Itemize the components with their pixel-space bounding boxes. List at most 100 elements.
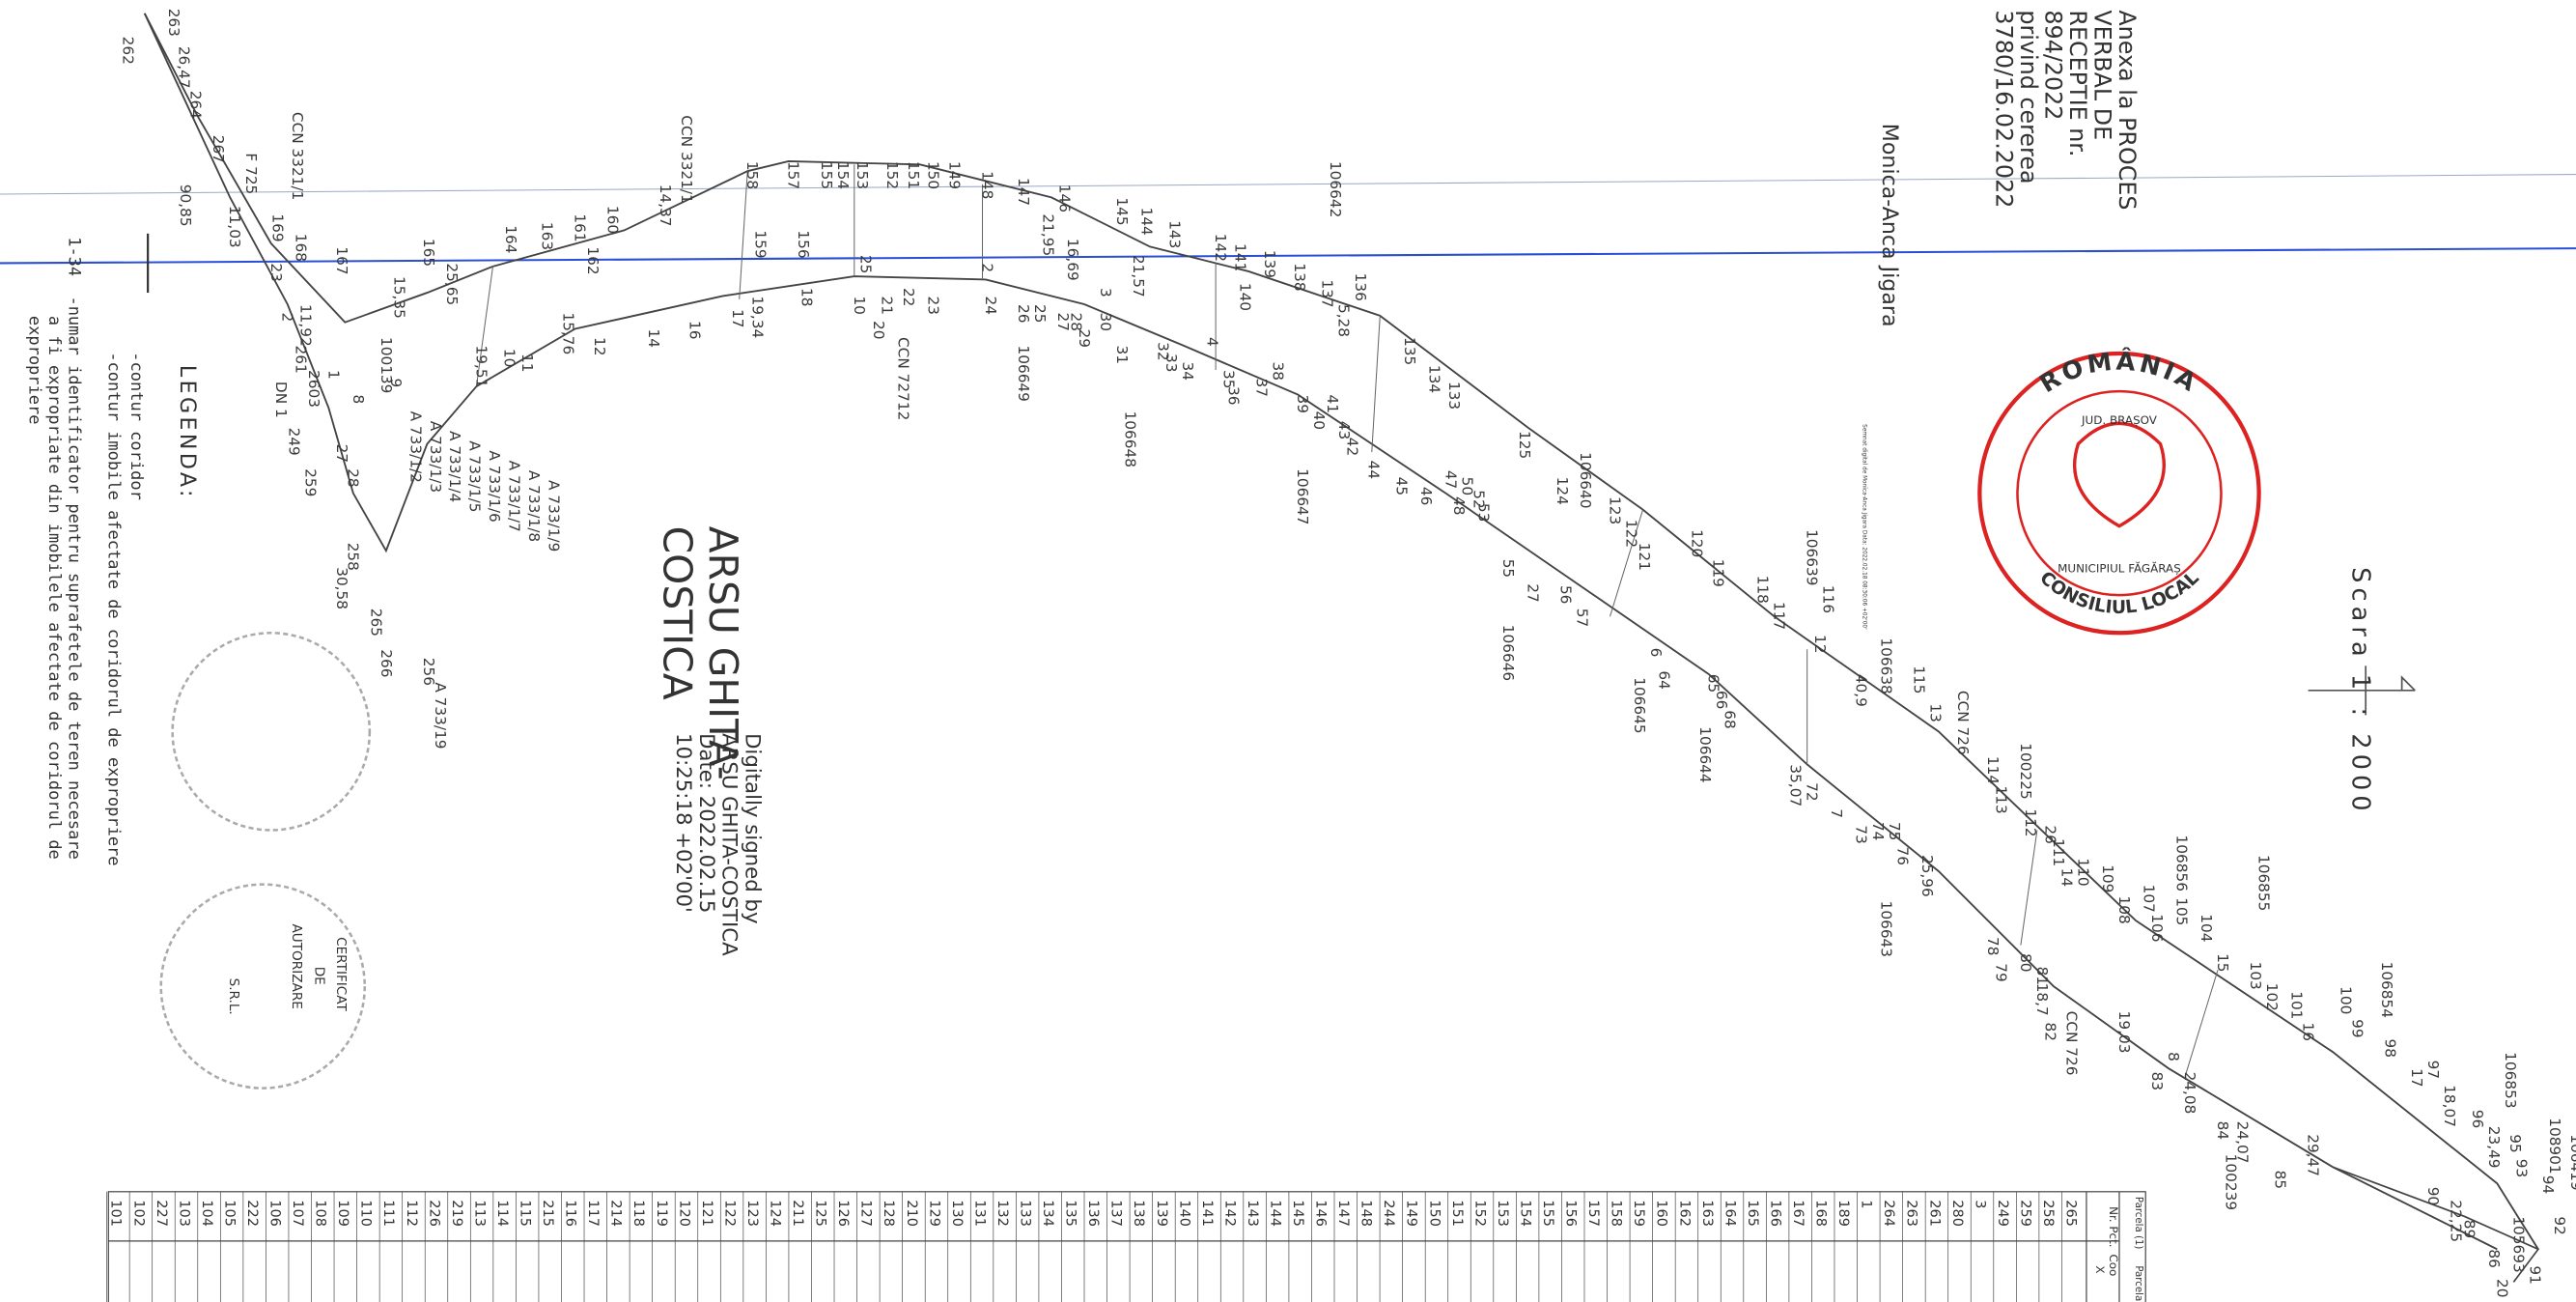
point-label: 262 [120,37,137,65]
point-label: 31 [1113,346,1131,364]
table-cell: 167 [1790,1200,1806,1227]
table-cell: 126 [835,1200,851,1227]
table-header: X [2093,1265,2107,1273]
point-label: 95 [2506,1134,2524,1152]
point-label: 264 [186,91,204,119]
point-label: 106853 [2502,1052,2519,1108]
point-label: 137 [1319,279,1336,307]
point-label: 15,76 [560,312,577,354]
point-label: 104 [2198,914,2215,942]
point-label: 111 [2050,838,2067,866]
table-cell: 144 [1267,1200,1282,1227]
point-label: 72 [1804,782,1821,801]
legend-item: -contur coridor [126,352,146,500]
table-cell: 244 [1381,1200,1396,1227]
point-label: 11 [518,354,536,372]
point-label: 11,03 [226,206,243,248]
table-cell: 130 [949,1200,965,1227]
point-label: 20 [2493,1279,2510,1297]
point-label: 30,58 [333,567,350,609]
scale: Scara 1 : 2000 [2346,567,2375,816]
point-label: 1 [324,370,342,380]
point-label: 65 [1705,674,1722,693]
point-label: 162 [584,246,602,274]
table-cell: 116 [563,1200,578,1227]
point-label: 36 [1225,386,1243,405]
point-label: 151 [905,161,922,189]
table-cell: 111 [380,1200,396,1227]
point-label: 89 [2460,1220,2478,1238]
point-label: 105 [2173,897,2191,925]
annex-line: Anexa la PROCES [2114,10,2141,210]
point-label: 73 [1853,825,1870,843]
annex-line: 3780/16.02.2022 [1990,10,2017,208]
annex-line: VERBAL DE [2088,10,2115,140]
corridor-upper [143,13,2539,1250]
point-label: 84 [2214,1121,2231,1140]
point-label: A 733/1/8 [525,470,543,542]
table-cell: 162 [1676,1200,1692,1227]
point-label: 168 [292,234,309,262]
point-label: 106640 [1577,452,1594,508]
table-cell: 148 [1358,1200,1374,1227]
signature-name: COSTICA [654,526,700,700]
point-label: CCN 3321/1 [289,112,306,200]
table-cell: 157 [1585,1200,1601,1227]
table-cell: 131 [971,1200,987,1227]
point-label: 106646 [1499,625,1517,681]
table-cell: 160 [1654,1200,1669,1227]
point-label: 46 [1417,487,1435,505]
table-cell: 227 [154,1200,169,1227]
point-label: 37 [1253,379,1271,397]
table-cell: 105 [221,1200,237,1227]
point-label: 24 [982,296,999,314]
table-cell: 137 [1108,1200,1124,1227]
point-label: 64 [1656,670,1673,689]
point-label: 28 [1067,312,1084,330]
point-label: 259 [301,468,319,496]
table-cell: 146 [1313,1200,1329,1227]
point-label: 267 [210,135,227,163]
point-label: 17 [2408,1068,2425,1087]
point-label: 6 [1647,648,1665,658]
table-cell: 123 [744,1200,760,1227]
point-label: 23 [924,296,941,314]
point-label: 261 [292,346,309,374]
table-cell: 214 [608,1200,624,1227]
table-cell: 150 [1426,1200,1442,1227]
point-label: 43 [1335,421,1353,439]
table-cell: 132 [994,1200,1010,1227]
point-label: 100139 [378,337,395,393]
point-label: 23 [267,263,285,281]
point-label: 80 [2017,953,2034,972]
stamp [159,883,367,1090]
signature-line: Digitally signed by [740,733,764,923]
point-label: 144 [1138,208,1156,236]
table-cell: 108 [313,1200,328,1227]
seal-left: JUD. BRAȘOV [2081,413,2158,427]
point-label: 153 [854,161,871,189]
point-label: 106647 [1294,468,1311,524]
point-label: 47 [1442,470,1459,489]
point-label: 106642 [1327,161,1344,217]
point-label: 134 [1425,365,1442,393]
point-label: 133 [1445,382,1463,410]
point-label: 123 [1607,496,1624,524]
point-label: 106854 [2378,962,2395,1018]
table-cell: 3 [1972,1200,1987,1208]
point-label: CCN 3321/1 [678,115,695,203]
table-cell: 128 [881,1200,896,1227]
point-label: 23,49 [2485,1126,2503,1169]
legend-item: -contur imobile afectate de coridorul de… [103,352,123,865]
point-label: 115 [1910,665,1927,693]
point-label: 18,7 [2033,983,2051,1016]
point-label: 74 [1869,822,1887,840]
point-label: 20 [870,321,887,339]
table-cell: 110 [358,1200,374,1227]
point-label: A 733/1/6 [486,450,503,522]
point-label: 27 [333,444,350,463]
point-label: 66 [1713,691,1730,709]
point-label: 3 [1097,288,1114,297]
table-title: Parcela (1) [2133,1197,2143,1250]
